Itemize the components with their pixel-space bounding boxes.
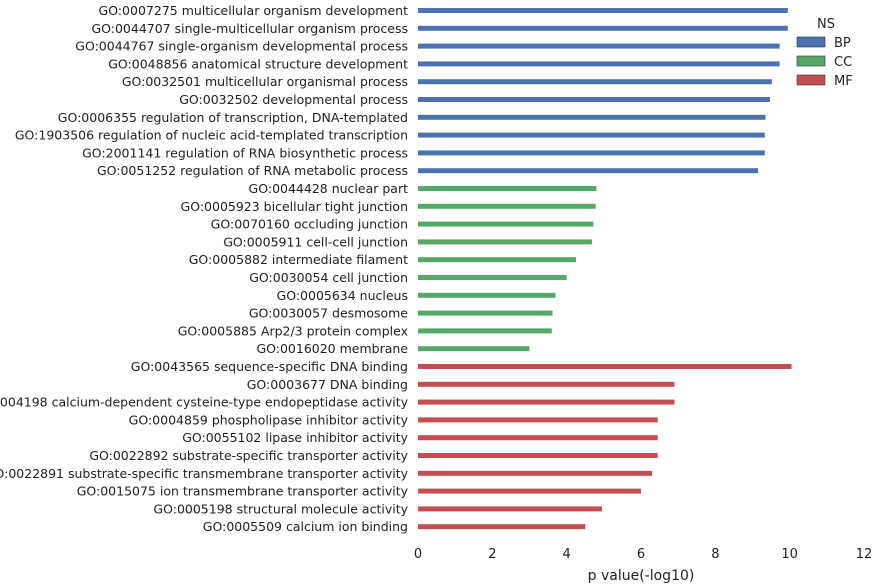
category-label: GO:0005923 bicellular tight junction <box>181 199 408 214</box>
category-label: GO:0005634 nucleus <box>277 288 408 303</box>
bar-mf <box>418 399 675 405</box>
bar-cc <box>418 310 553 316</box>
category-label: GO:0004198 calcium-dependent cysteine-ty… <box>0 395 409 410</box>
x-tick-label: 10 <box>781 547 798 562</box>
category-label: GO:1903506 regulation of nucleic acid-te… <box>15 128 408 143</box>
category-label: GO:0016020 membrane <box>256 341 408 356</box>
x-tick-label: 8 <box>711 547 719 562</box>
bar-cc <box>418 203 596 209</box>
category-label: GO:2001141 regulation of RNA biosyntheti… <box>82 145 408 160</box>
category-label: GO:0051252 regulation of RNA metabolic p… <box>97 163 408 178</box>
category-label: GO:0032502 developmental process <box>179 92 408 107</box>
bar-mf <box>418 381 675 387</box>
category-label: GO:0004859 phospholipase inhibitor activ… <box>129 412 409 427</box>
category-label: GO:0044707 single-multicellular organism… <box>91 21 408 36</box>
category-label: GO:0005885 Arp2/3 protein complex <box>178 323 408 338</box>
bar-cc <box>418 275 567 280</box>
category-label: GO:0003677 DNA binding <box>247 377 408 392</box>
bar-cc <box>418 292 556 298</box>
bar-mf <box>418 470 653 476</box>
category-label: GO:0030054 cell junction <box>249 270 408 285</box>
category-label: GO:0005911 cell-cell junction <box>223 234 408 249</box>
category-label: GO:0006355 regulation of transcription, … <box>58 110 408 125</box>
x-tick-label: 2 <box>488 547 496 562</box>
x-axis-label: p value(-log10) <box>588 568 695 584</box>
x-tick-label: 0 <box>414 547 422 562</box>
legend-label-bp: BP <box>834 36 851 51</box>
bar-bp <box>418 43 780 49</box>
category-label: GO:0048856 anatomical structure developm… <box>108 56 408 71</box>
bar-bp <box>418 97 770 102</box>
category-label: GO:0022891 substrate-specific transmembr… <box>0 466 409 481</box>
category-label: GO:0032501 multicellular organismal proc… <box>122 74 408 89</box>
bar-cc <box>418 257 576 263</box>
legend-entries: BP CC MF <box>796 36 853 89</box>
bar-cc <box>418 221 594 227</box>
bar-bp <box>418 61 780 67</box>
legend: NS BP CC MF <box>796 17 853 89</box>
legend-label-cc: CC <box>834 55 852 70</box>
bar-bp <box>418 79 772 85</box>
legend-label-mf: MF <box>834 74 853 89</box>
bars-group <box>418 8 792 530</box>
category-label: GO:0015075 ion transmembrane transporter… <box>77 484 409 499</box>
bar-bp <box>418 114 766 120</box>
x-axis-ticks: 0 2 4 6 8 10 12 <box>414 547 872 562</box>
legend-swatch-cc <box>796 55 826 67</box>
category-label: GO:0044428 nuclear part <box>249 181 409 196</box>
x-tick-label: 12 <box>856 547 873 562</box>
bar-mf <box>418 488 641 494</box>
legend-swatch-bp <box>796 36 826 48</box>
bar-cc <box>418 346 530 352</box>
bar-mf <box>418 435 658 441</box>
bar-bp <box>418 8 788 13</box>
category-label: GO:0055102 lipase inhibitor activity <box>182 430 408 445</box>
category-label: GO:0005509 calcium ion binding <box>203 519 408 534</box>
category-label: GO:0005198 structural molecule activity <box>153 501 408 516</box>
bar-cc <box>418 328 552 334</box>
x-tick-label: 4 <box>563 547 571 562</box>
bar-mf <box>418 417 658 423</box>
bar-cc <box>418 186 597 191</box>
category-label: GO:0030057 desmosome <box>249 306 408 321</box>
legend-swatch-mf <box>796 74 826 86</box>
bar-bp <box>418 150 765 156</box>
x-tick-label: 6 <box>637 547 645 562</box>
category-label: GO:0007275 multicellular organism develo… <box>99 3 409 18</box>
bar-bp <box>418 132 765 138</box>
category-label: GO:0043565 sequence-specific DNA binding <box>131 359 408 374</box>
bar-bp <box>418 168 759 174</box>
bar-mf <box>418 453 658 458</box>
category-label: GO:0044767 single-organism developmental… <box>75 39 408 54</box>
category-labels: GO:0007275 multicellular organism develo… <box>0 3 409 534</box>
legend-title: NS <box>817 17 835 32</box>
category-label: GO:0005882 intermediate filament <box>189 252 408 267</box>
bar-cc <box>418 239 592 245</box>
bar-mf <box>418 506 602 512</box>
bar-bp <box>418 25 788 31</box>
bar-mf <box>418 364 792 369</box>
category-label: GO:0022892 substrate-specific transporte… <box>89 448 408 463</box>
category-label: GO:0070160 occluding junction <box>211 217 408 232</box>
bar-mf <box>418 524 586 530</box>
